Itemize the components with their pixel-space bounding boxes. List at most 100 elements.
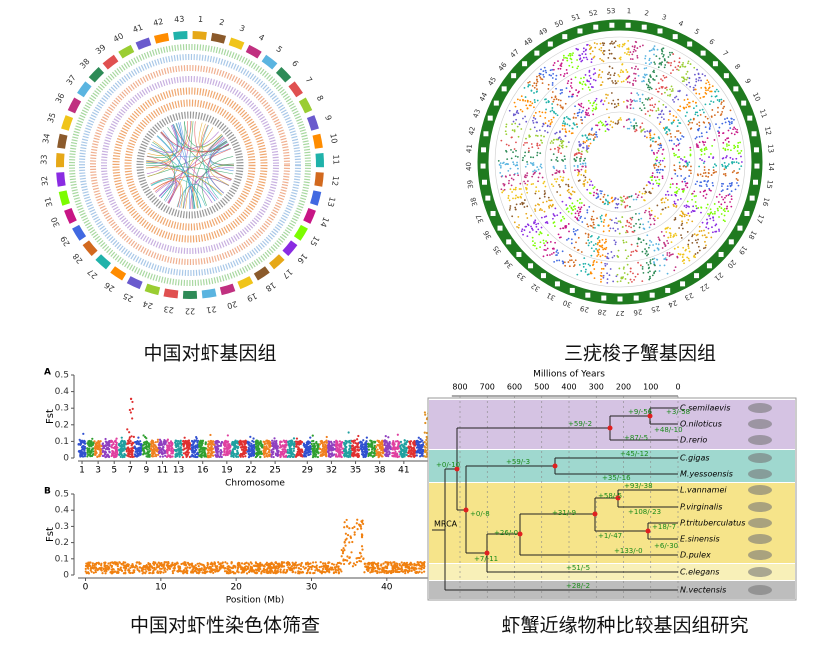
dot <box>731 161 733 163</box>
dot <box>698 246 700 248</box>
dot <box>535 186 537 188</box>
dot <box>551 103 553 105</box>
ideogram-block <box>481 147 486 152</box>
dot <box>554 178 556 180</box>
point <box>98 446 100 448</box>
dot <box>702 175 704 177</box>
point <box>106 456 108 458</box>
dot <box>547 222 549 224</box>
dot <box>622 226 624 228</box>
dot <box>567 118 569 120</box>
dot <box>578 215 580 217</box>
chromosome-label: 25 <box>122 291 135 303</box>
dot <box>611 201 613 203</box>
point <box>153 444 155 446</box>
chromosome-arc <box>271 257 281 266</box>
dot <box>566 60 568 62</box>
point <box>312 456 314 458</box>
dot <box>534 219 536 221</box>
point <box>239 444 241 446</box>
dot <box>639 191 641 193</box>
dot <box>589 45 591 47</box>
point <box>360 444 362 446</box>
dot <box>633 199 635 201</box>
dot <box>630 58 632 60</box>
dot <box>653 261 655 263</box>
point <box>293 448 295 450</box>
dot <box>581 60 583 62</box>
point <box>82 433 84 435</box>
dot <box>635 223 637 225</box>
dot <box>591 247 593 249</box>
dot <box>649 213 651 215</box>
dot <box>718 135 720 137</box>
point <box>281 448 283 450</box>
dot <box>519 183 521 185</box>
dot <box>513 121 515 123</box>
point <box>126 428 128 430</box>
dot <box>568 238 570 240</box>
dot <box>738 185 740 187</box>
dot <box>600 47 602 49</box>
dot <box>546 201 548 203</box>
dot <box>705 82 707 84</box>
dot <box>643 80 645 82</box>
dot <box>627 51 629 53</box>
chromosome-arc <box>239 280 251 286</box>
dot <box>533 117 535 119</box>
chromosome-label: 12 <box>330 175 340 186</box>
dot <box>532 183 534 185</box>
dot <box>682 254 684 256</box>
point <box>205 442 207 444</box>
dot <box>714 139 716 141</box>
point <box>368 449 370 451</box>
dot <box>714 211 716 213</box>
dot <box>540 241 542 243</box>
dot <box>555 181 557 183</box>
dot <box>568 141 570 143</box>
dot <box>587 112 589 114</box>
dot <box>528 147 530 149</box>
point <box>333 443 335 445</box>
chromosome-label: 41 <box>465 144 474 154</box>
point <box>87 444 89 446</box>
dot <box>621 204 623 206</box>
dot <box>535 135 537 137</box>
dot <box>652 183 654 185</box>
dot <box>570 55 572 57</box>
dot <box>596 189 598 191</box>
point <box>150 448 152 450</box>
dot <box>639 238 641 240</box>
dot <box>568 130 570 132</box>
ideogram-block <box>707 263 712 268</box>
point <box>269 446 271 448</box>
dot <box>568 55 570 57</box>
point <box>108 441 110 443</box>
dot <box>648 264 650 266</box>
dot <box>632 251 634 253</box>
dot <box>674 201 676 203</box>
dot <box>571 87 573 89</box>
dot <box>637 196 639 198</box>
dot <box>574 153 576 155</box>
dot <box>650 76 652 78</box>
dot <box>736 161 738 163</box>
point <box>248 456 250 458</box>
dot <box>575 259 577 261</box>
dot <box>505 130 507 132</box>
dot <box>677 90 679 92</box>
dot <box>696 145 698 147</box>
chromosome-label: 14 <box>767 162 775 172</box>
point <box>208 451 210 453</box>
point <box>308 449 310 451</box>
dot <box>703 195 705 197</box>
dot <box>603 53 605 55</box>
point <box>178 447 180 449</box>
dot <box>590 143 592 145</box>
chromosome-label: 6 <box>707 37 716 46</box>
chromosome-label: 9 <box>743 77 752 85</box>
dot <box>718 100 720 102</box>
chromosome-label: 39 <box>94 43 108 56</box>
dot <box>589 102 591 104</box>
dot <box>672 88 674 90</box>
